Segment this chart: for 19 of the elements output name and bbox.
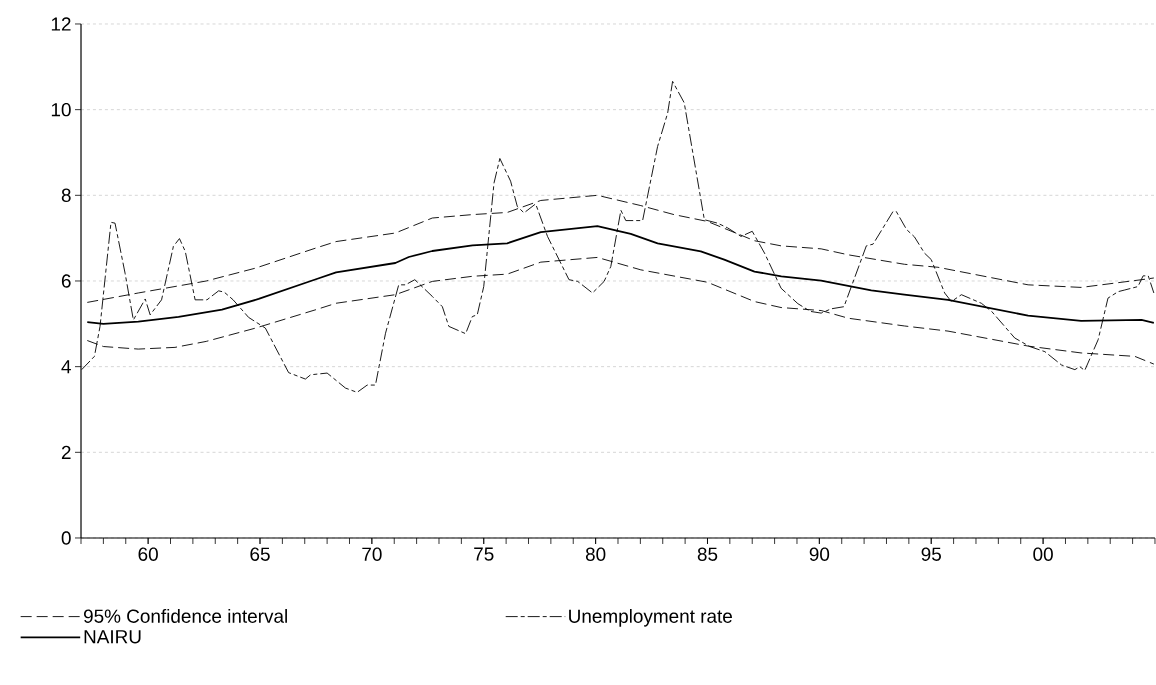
x-tick-label: 85	[697, 547, 718, 561]
y-tick-label: 2	[61, 445, 71, 459]
x-tick-label: 80	[585, 547, 606, 561]
x-tick-label: 95	[921, 547, 941, 561]
x-tick-label: 75	[474, 547, 494, 561]
y-tick-label: 6	[61, 274, 71, 288]
x-tick-label: 60	[138, 547, 158, 561]
y-tick-label: 4	[61, 360, 71, 374]
y-tick-label: 10	[51, 102, 71, 117]
x-tick-label: 90	[809, 547, 830, 561]
y-tick-label: 8	[61, 188, 71, 203]
legend-label: NAIRU	[84, 630, 141, 644]
x-tick-label: 00	[1033, 547, 1053, 561]
y-tick-label: 12	[51, 17, 71, 31]
legend-label: Unemployment rate	[569, 608, 732, 627]
x-tick-label: 65	[250, 547, 270, 561]
y-tick-label: 0	[61, 531, 71, 545]
x-tick-label: 70	[362, 547, 382, 561]
legend-label: 95% Confidence interval	[83, 608, 287, 623]
